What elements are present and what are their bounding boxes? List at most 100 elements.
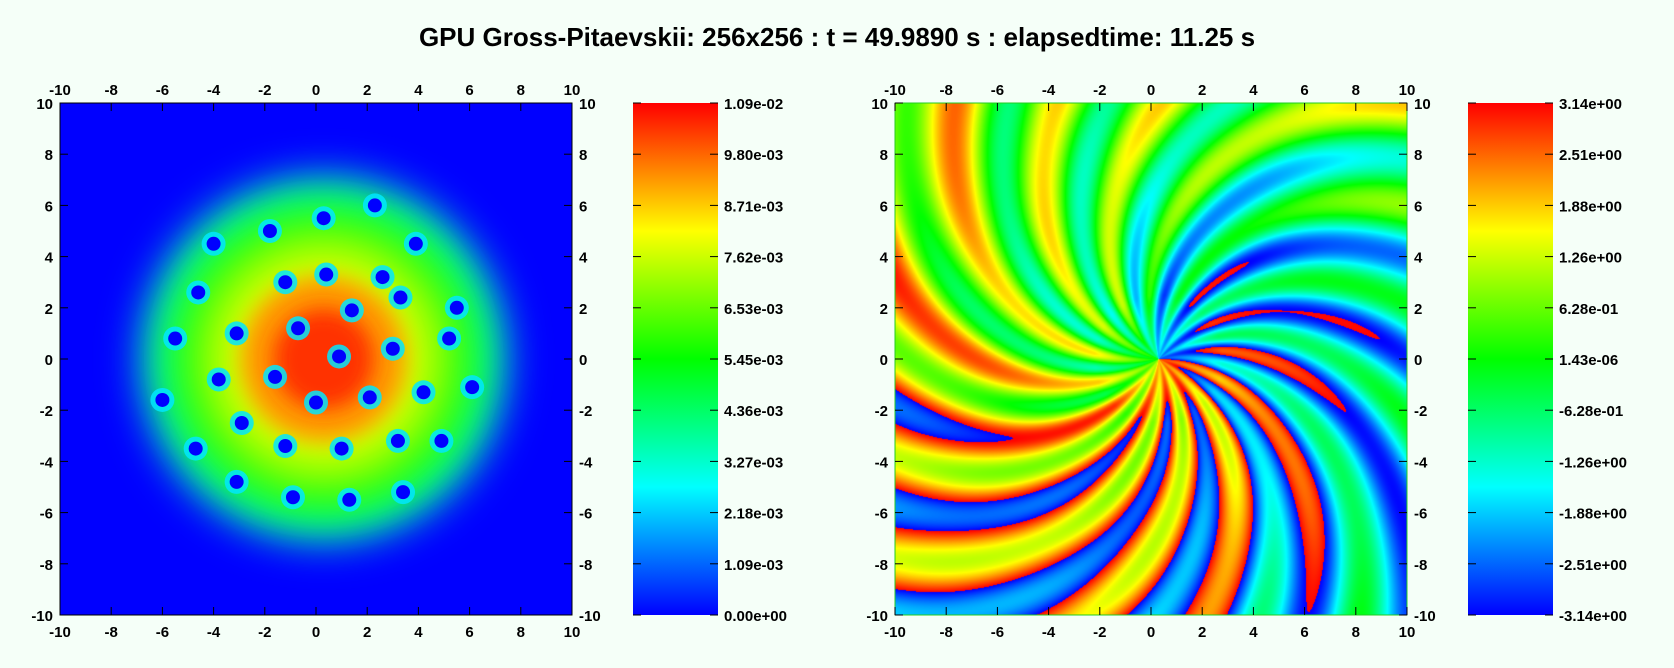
phase-xtick-label-top: 4 bbox=[1249, 82, 1258, 99]
density-xtick-label-top: -2 bbox=[258, 82, 271, 99]
phase-xtick-label-top: -8 bbox=[940, 82, 953, 99]
density-ytick-label-left: 2 bbox=[45, 301, 53, 318]
density-cloud bbox=[144, 179, 503, 539]
vortex-core bbox=[262, 224, 277, 238]
density-colorbar-tick-label: 4.36e-03 bbox=[724, 403, 783, 420]
vortex-core bbox=[278, 439, 293, 454]
phase-ytick-label-right: -8 bbox=[1414, 557, 1427, 574]
density-panel: -10-10-8-8-6-6-4-4-2-200224466881010-10-… bbox=[31, 82, 600, 641]
vortex-core bbox=[416, 385, 431, 400]
vortex-core bbox=[229, 326, 244, 341]
phase-xtick-label-top: 0 bbox=[1147, 82, 1155, 99]
phase-colorbar-tick-label: -2.51e+00 bbox=[1559, 557, 1627, 574]
vortex-core bbox=[168, 331, 183, 346]
density-xtick-label-top: 0 bbox=[312, 82, 320, 99]
vortex-core bbox=[316, 211, 331, 226]
density-xtick-label-bottom: 10 bbox=[564, 624, 581, 641]
phase-colorbar-tick-label: 1.26e+00 bbox=[1559, 250, 1622, 267]
density-xtick-label-bottom: -10 bbox=[49, 624, 71, 641]
density-xtick-label-bottom: -8 bbox=[105, 624, 118, 641]
density-colorbar-tick-label: 8.71e-03 bbox=[724, 198, 783, 215]
vortex-core bbox=[206, 236, 221, 251]
vortex-core bbox=[234, 416, 249, 430]
density-ytick-label-right: 10 bbox=[579, 96, 596, 113]
phase-colorbar-tick-label: -3.14e+00 bbox=[1559, 608, 1627, 625]
phase-colorbar-tick-label: 3.14e+00 bbox=[1559, 96, 1622, 113]
density-colorbar-tick-label: 2.18e-03 bbox=[724, 506, 783, 523]
density-ytick-label-right: 2 bbox=[579, 301, 587, 318]
vortex-core bbox=[155, 392, 170, 407]
density-ytick-label-left: -4 bbox=[40, 454, 54, 471]
phase-xtick-label-bottom: -8 bbox=[940, 624, 953, 641]
phase-ytick-label-left: 6 bbox=[880, 198, 888, 215]
phase-xtick-label-bottom: 6 bbox=[1300, 624, 1308, 641]
density-xtick-label-top: 8 bbox=[517, 82, 525, 99]
vortex-core bbox=[188, 441, 203, 456]
phase-xtick-label-top: -10 bbox=[884, 82, 906, 99]
density-colorbar-tick-label: 7.62e-03 bbox=[724, 250, 783, 267]
vortex-core bbox=[319, 267, 334, 282]
density-colorbar-bar bbox=[633, 103, 718, 615]
phase-ytick-label-left: 8 bbox=[880, 147, 888, 164]
vortex-core bbox=[332, 349, 347, 364]
vortex-core bbox=[385, 341, 400, 356]
density-ytick-label-right: -2 bbox=[579, 403, 592, 420]
vortex-core bbox=[309, 395, 323, 410]
density-image bbox=[60, 103, 572, 615]
phase-xtick-label-top: 8 bbox=[1352, 82, 1360, 99]
phase-xtick-label-bottom: 0 bbox=[1147, 624, 1155, 641]
phase-ytick-label-left: 2 bbox=[880, 301, 888, 318]
phase-ytick-label-left: -6 bbox=[875, 506, 888, 523]
phase-xtick-label-top: 6 bbox=[1300, 82, 1308, 99]
phase-xtick-label-bottom: 4 bbox=[1249, 624, 1258, 641]
density-xtick-label-top: 4 bbox=[414, 82, 423, 99]
density-colorbar-tick-label: 9.80e-03 bbox=[724, 147, 783, 164]
phase-colorbar-bar bbox=[1468, 103, 1553, 615]
vortex-core bbox=[334, 441, 349, 456]
density-xtick-label-bottom: 4 bbox=[414, 624, 423, 641]
vortex-core bbox=[375, 270, 390, 285]
phase-colorbar-ticks: 3.14e+00 2.51e+00 1.88e+00 1.26e+00 6.28e-01… bbox=[1468, 96, 1627, 625]
density-ytick-label-right: -4 bbox=[579, 454, 593, 471]
density-ytick-label-left: 0 bbox=[45, 352, 53, 369]
phase-ytick-label-left: -8 bbox=[875, 557, 888, 574]
phase-axes: -10-10-8-8-6-6-4-4-2-200224466881010-10-… bbox=[866, 82, 1435, 641]
phase-xtick-label-top: 10 bbox=[1399, 82, 1416, 99]
density-ytick-label-left: 8 bbox=[45, 147, 53, 164]
phase-ytick-label-right: -10 bbox=[1414, 608, 1436, 625]
density-ytick-label-left: 6 bbox=[45, 198, 53, 215]
phase-xtick-label-bottom: -4 bbox=[1042, 624, 1056, 641]
density-ytick-label-left: -2 bbox=[40, 403, 53, 420]
density-ytick-label-right: -10 bbox=[579, 608, 601, 625]
density-ytick-label-right: 6 bbox=[579, 198, 587, 215]
vortex-core bbox=[442, 331, 457, 346]
phase-colorbar: 3.14e+00 2.51e+00 1.88e+00 1.26e+00 6.28e-01… bbox=[1468, 96, 1627, 625]
phase-ytick-label-right: 2 bbox=[1414, 301, 1422, 318]
vortex-core bbox=[344, 303, 359, 318]
phase-ytick-label-right: 4 bbox=[1414, 250, 1423, 267]
density-ytick-label-right: 0 bbox=[579, 352, 587, 369]
vortex-core bbox=[465, 380, 480, 395]
phase-ytick-label-left: 4 bbox=[880, 250, 889, 267]
phase-ytick-label-right: 6 bbox=[1414, 198, 1422, 215]
density-ytick-label-left: -6 bbox=[40, 506, 53, 523]
phase-colorbar-tick-label: -6.28e-01 bbox=[1559, 403, 1623, 420]
phase-ytick-label-right: -6 bbox=[1414, 506, 1427, 523]
vortex-core bbox=[396, 485, 411, 500]
phase-colorbar-tick-label: 1.88e+00 bbox=[1559, 198, 1622, 215]
density-xtick-label-bottom: 0 bbox=[312, 624, 320, 641]
vortex-core bbox=[393, 290, 408, 305]
density-xtick-label-bottom: 6 bbox=[465, 624, 473, 641]
density-colorbar-tick-label: 1.09e-03 bbox=[724, 557, 783, 574]
density-ytick-label-right: -8 bbox=[579, 557, 592, 574]
density-colorbar-tick-label: 3.27e-03 bbox=[724, 454, 783, 471]
phase-ytick-label-right: -2 bbox=[1414, 403, 1427, 420]
density-ytick-label-left: -10 bbox=[31, 608, 53, 625]
vortex-core bbox=[390, 433, 405, 448]
vortex-core bbox=[268, 369, 283, 384]
vortex-core bbox=[285, 490, 300, 505]
phase-xtick-label-bottom: 8 bbox=[1352, 624, 1360, 641]
phase-raster bbox=[895, 103, 1407, 615]
phase-panel: -10-10-8-8-6-6-4-4-2-200224466881010-10-… bbox=[866, 82, 1435, 641]
